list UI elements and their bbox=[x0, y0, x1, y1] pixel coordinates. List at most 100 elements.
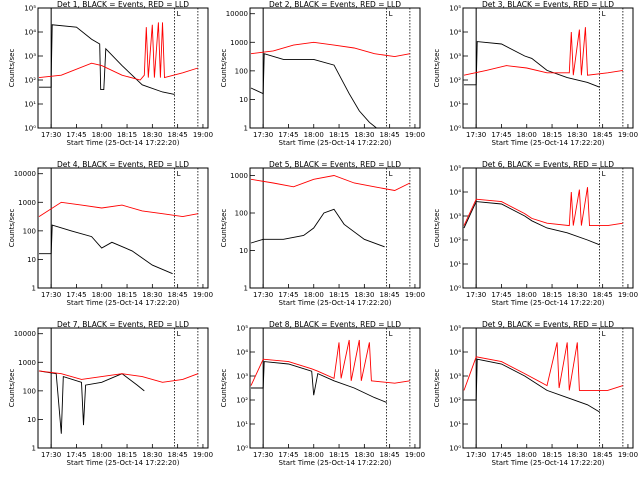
x-tick-label: 18:30 bbox=[142, 291, 162, 299]
x-tick-label: 18:00 bbox=[92, 451, 112, 459]
x-axis-label: Start Time (25-Oct-14 17:22:20) bbox=[279, 459, 392, 467]
x-tick-label: 18:15 bbox=[117, 131, 137, 139]
x-axis-label: Start Time (25-Oct-14 17:22:20) bbox=[67, 459, 180, 467]
y-tick-label: 10000 bbox=[14, 330, 36, 338]
x-tick-label: 18:45 bbox=[593, 451, 613, 459]
events-series-line bbox=[38, 370, 145, 434]
marker-label: L bbox=[177, 330, 181, 338]
x-tick-label: 18:15 bbox=[542, 291, 562, 299]
y-tick-label: 10⁴ bbox=[236, 349, 248, 357]
events-series-line bbox=[464, 358, 600, 413]
y-axis-label: Counts/sec bbox=[220, 209, 228, 248]
chart-title: Det 9, BLACK = Events, RED = LLD bbox=[482, 320, 614, 329]
y-tick-label: 10¹ bbox=[236, 421, 248, 429]
marker-label: L bbox=[177, 170, 181, 178]
x-tick-label: 18:00 bbox=[92, 291, 112, 299]
plot-frame bbox=[249, 167, 421, 289]
events-series-line bbox=[250, 208, 385, 248]
x-tick-label: 17:45 bbox=[66, 451, 86, 459]
y-tick-label: 10³ bbox=[236, 373, 248, 381]
y-tick-label: 1000 bbox=[18, 199, 36, 207]
chart-panel-8: Det 8, BLACK = Events, RED = LLD 10⁰ 10¹ 10… bbox=[220, 320, 425, 467]
y-axis-label: Counts/sec bbox=[433, 209, 441, 248]
y-tick-label: 100 bbox=[23, 227, 36, 235]
x-tick-label: 19:00 bbox=[618, 291, 638, 299]
lld-series-line bbox=[250, 41, 410, 58]
lld-series-line bbox=[463, 187, 623, 227]
y-axis-label: Counts/sec bbox=[433, 369, 441, 408]
y-axis-label: Counts/sec bbox=[433, 49, 441, 88]
x-tick-label: 17:30 bbox=[466, 451, 486, 459]
lld-series-line bbox=[463, 342, 624, 391]
x-tick-label: 17:45 bbox=[66, 131, 86, 139]
y-tick-label: 10⁵ bbox=[449, 165, 461, 173]
plot-frame bbox=[249, 7, 421, 129]
chart-panel-2: Det 2, BLACK = Events, RED = LLD 1 10 100 10… bbox=[220, 0, 425, 147]
y-axis-label: Counts/sec bbox=[220, 49, 228, 88]
x-tick-label: 17:30 bbox=[253, 291, 273, 299]
y-tick-label: 100 bbox=[23, 387, 36, 395]
x-axis-label: Start Time (25-Oct-14 17:22:20) bbox=[492, 459, 605, 467]
y-tick-label: 10⁰ bbox=[449, 445, 461, 453]
y-tick-label: 10² bbox=[449, 77, 461, 85]
x-tick-label: 18:45 bbox=[593, 131, 613, 139]
lld-series-line bbox=[38, 370, 199, 383]
events-series-line bbox=[463, 201, 600, 246]
x-tick-label: 17:45 bbox=[491, 131, 511, 139]
y-tick-label: 10¹ bbox=[449, 421, 461, 429]
y-tick-label: 10³ bbox=[449, 53, 461, 61]
x-tick-label: 19:00 bbox=[405, 451, 425, 459]
chart-panel-9: Det 9, BLACK = Events, RED = LLD 10⁰ 10¹ 10… bbox=[433, 320, 638, 467]
y-tick-label: 10² bbox=[236, 397, 248, 405]
y-tick-label: 10⁵ bbox=[236, 325, 248, 333]
x-tick-label: 19:00 bbox=[405, 131, 425, 139]
x-tick-label: 18:00 bbox=[304, 291, 324, 299]
marker-label: L bbox=[389, 170, 393, 178]
y-tick-label: 1 bbox=[32, 445, 36, 453]
y-tick-label: 10¹ bbox=[449, 261, 461, 269]
x-tick-label: 18:30 bbox=[142, 131, 162, 139]
x-axis-label: Start Time (25-Oct-14 17:22:20) bbox=[67, 299, 180, 307]
x-tick-label: 18:45 bbox=[168, 451, 188, 459]
y-tick-label: 10³ bbox=[449, 373, 461, 381]
chart-title: Det 8, BLACK = Events, RED = LLD bbox=[269, 320, 401, 329]
plot-frame bbox=[462, 327, 634, 449]
x-axis-label: Start Time (25-Oct-14 17:22:20) bbox=[492, 139, 605, 147]
chart-title: Det 5, BLACK = Events, RED = LLD bbox=[269, 160, 401, 169]
events-series-line bbox=[39, 24, 175, 95]
x-tick-label: 17:45 bbox=[491, 451, 511, 459]
y-tick-label: 1000 bbox=[18, 359, 36, 367]
x-tick-label: 17:45 bbox=[278, 291, 298, 299]
x-tick-label: 18:30 bbox=[567, 131, 587, 139]
x-tick-label: 18:00 bbox=[517, 291, 537, 299]
x-tick-label: 19:00 bbox=[618, 131, 638, 139]
x-tick-label: 19:00 bbox=[193, 451, 213, 459]
y-tick-label: 10⁴ bbox=[449, 189, 461, 197]
x-tick-label: 18:00 bbox=[304, 451, 324, 459]
y-tick-label: 10 bbox=[27, 416, 36, 424]
y-tick-label: 10⁴ bbox=[449, 29, 461, 37]
x-tick-label: 18:00 bbox=[517, 451, 537, 459]
events-series-line bbox=[39, 224, 173, 275]
x-tick-label: 18:15 bbox=[542, 131, 562, 139]
y-tick-label: 10 bbox=[27, 256, 36, 264]
marker-label: L bbox=[602, 170, 606, 178]
x-tick-label: 17:45 bbox=[278, 131, 298, 139]
chart-title: Det 6, BLACK = Events, RED = LLD bbox=[482, 160, 614, 169]
lld-series-line bbox=[38, 22, 199, 81]
y-tick-label: 1 bbox=[244, 285, 248, 293]
y-tick-label: 10 bbox=[239, 96, 248, 104]
plot-frame bbox=[37, 7, 209, 129]
chart-title: Det 3, BLACK = Events, RED = LLD bbox=[482, 0, 614, 9]
x-axis-label: Start Time (25-Oct-14 17:22:20) bbox=[67, 139, 180, 147]
chart-title: Det 7, BLACK = Events, RED = LLD bbox=[57, 320, 189, 329]
y-tick-label: 10000 bbox=[226, 10, 248, 18]
plot-frame bbox=[462, 7, 634, 129]
x-tick-label: 19:00 bbox=[193, 291, 213, 299]
x-tick-label: 17:30 bbox=[253, 451, 273, 459]
marker-label: L bbox=[602, 330, 606, 338]
y-axis-label: Counts/sec bbox=[8, 209, 16, 248]
x-tick-label: 18:45 bbox=[168, 131, 188, 139]
x-tick-label: 19:00 bbox=[618, 451, 638, 459]
